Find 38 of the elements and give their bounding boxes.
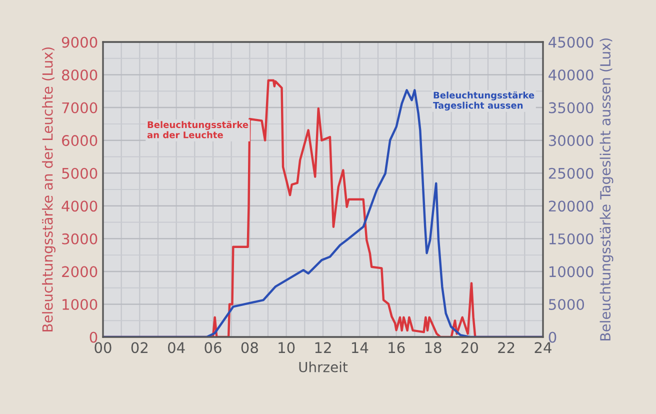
x-tick-label: 22 (498, 342, 514, 353)
x-tick-label: 10 (278, 342, 295, 354)
x-tick-label: 16 (388, 342, 405, 354)
x-tick-label: 08 (241, 342, 258, 354)
y2-axis-title: Beleuchtungsstärke Tageslicht aussen (Lux) (600, 38, 614, 340)
y2-tick-label: 0 (548, 332, 556, 343)
y2-tick-label: 10000 (549, 266, 594, 278)
y-tick-label: 4000 (62, 200, 98, 212)
y-tick-label: 6000 (62, 135, 98, 146)
x-tick-label: 24 (534, 342, 552, 353)
y2-tick-label: 30000 (548, 135, 594, 146)
x-tick-label: 02 (131, 342, 148, 354)
y2-tick-label: 35000 (548, 102, 594, 114)
x-tick-label: 06 (204, 342, 222, 354)
y2-tick-label: 20000 (548, 200, 594, 212)
y-tick-label: 9000 (62, 36, 98, 48)
y-tick-label: 1000 (62, 298, 98, 310)
x-tick-label: 12 (315, 342, 331, 353)
y-tick-label: 7000 (62, 102, 98, 114)
y-tick-label: 8000 (62, 69, 98, 81)
x-axis-title: Uhrzeit (299, 362, 348, 372)
y-tick-label: 5000 (62, 168, 98, 179)
x-tick-label: 18 (425, 342, 442, 354)
y2-tick-label: 5000 (548, 298, 584, 310)
x-tick-label: 14 (352, 342, 368, 353)
y-tick-label: 0 (90, 332, 98, 343)
y2-tick-label: 45000 (548, 36, 594, 48)
y-tick-label: 3000 (62, 233, 98, 244)
series-label: Beleuchtungsstärke an der Leuchte (147, 120, 248, 138)
y2-tick-label: 40000 (548, 69, 594, 81)
x-tick-label: 00 (94, 342, 112, 354)
series-label: Beleuchtungsstärke Tageslicht aussen (433, 91, 534, 111)
x-tick-label: 20 (461, 342, 478, 354)
y-tick-label: 2000 (62, 266, 98, 278)
y2-tick-label: 25000 (548, 168, 594, 179)
y-axis-title: Beleuchtungsstärke an der Leuchte (Lux) (42, 47, 56, 332)
y2-tick-label: 15000 (549, 233, 594, 244)
x-tick-label: 04 (168, 342, 185, 354)
